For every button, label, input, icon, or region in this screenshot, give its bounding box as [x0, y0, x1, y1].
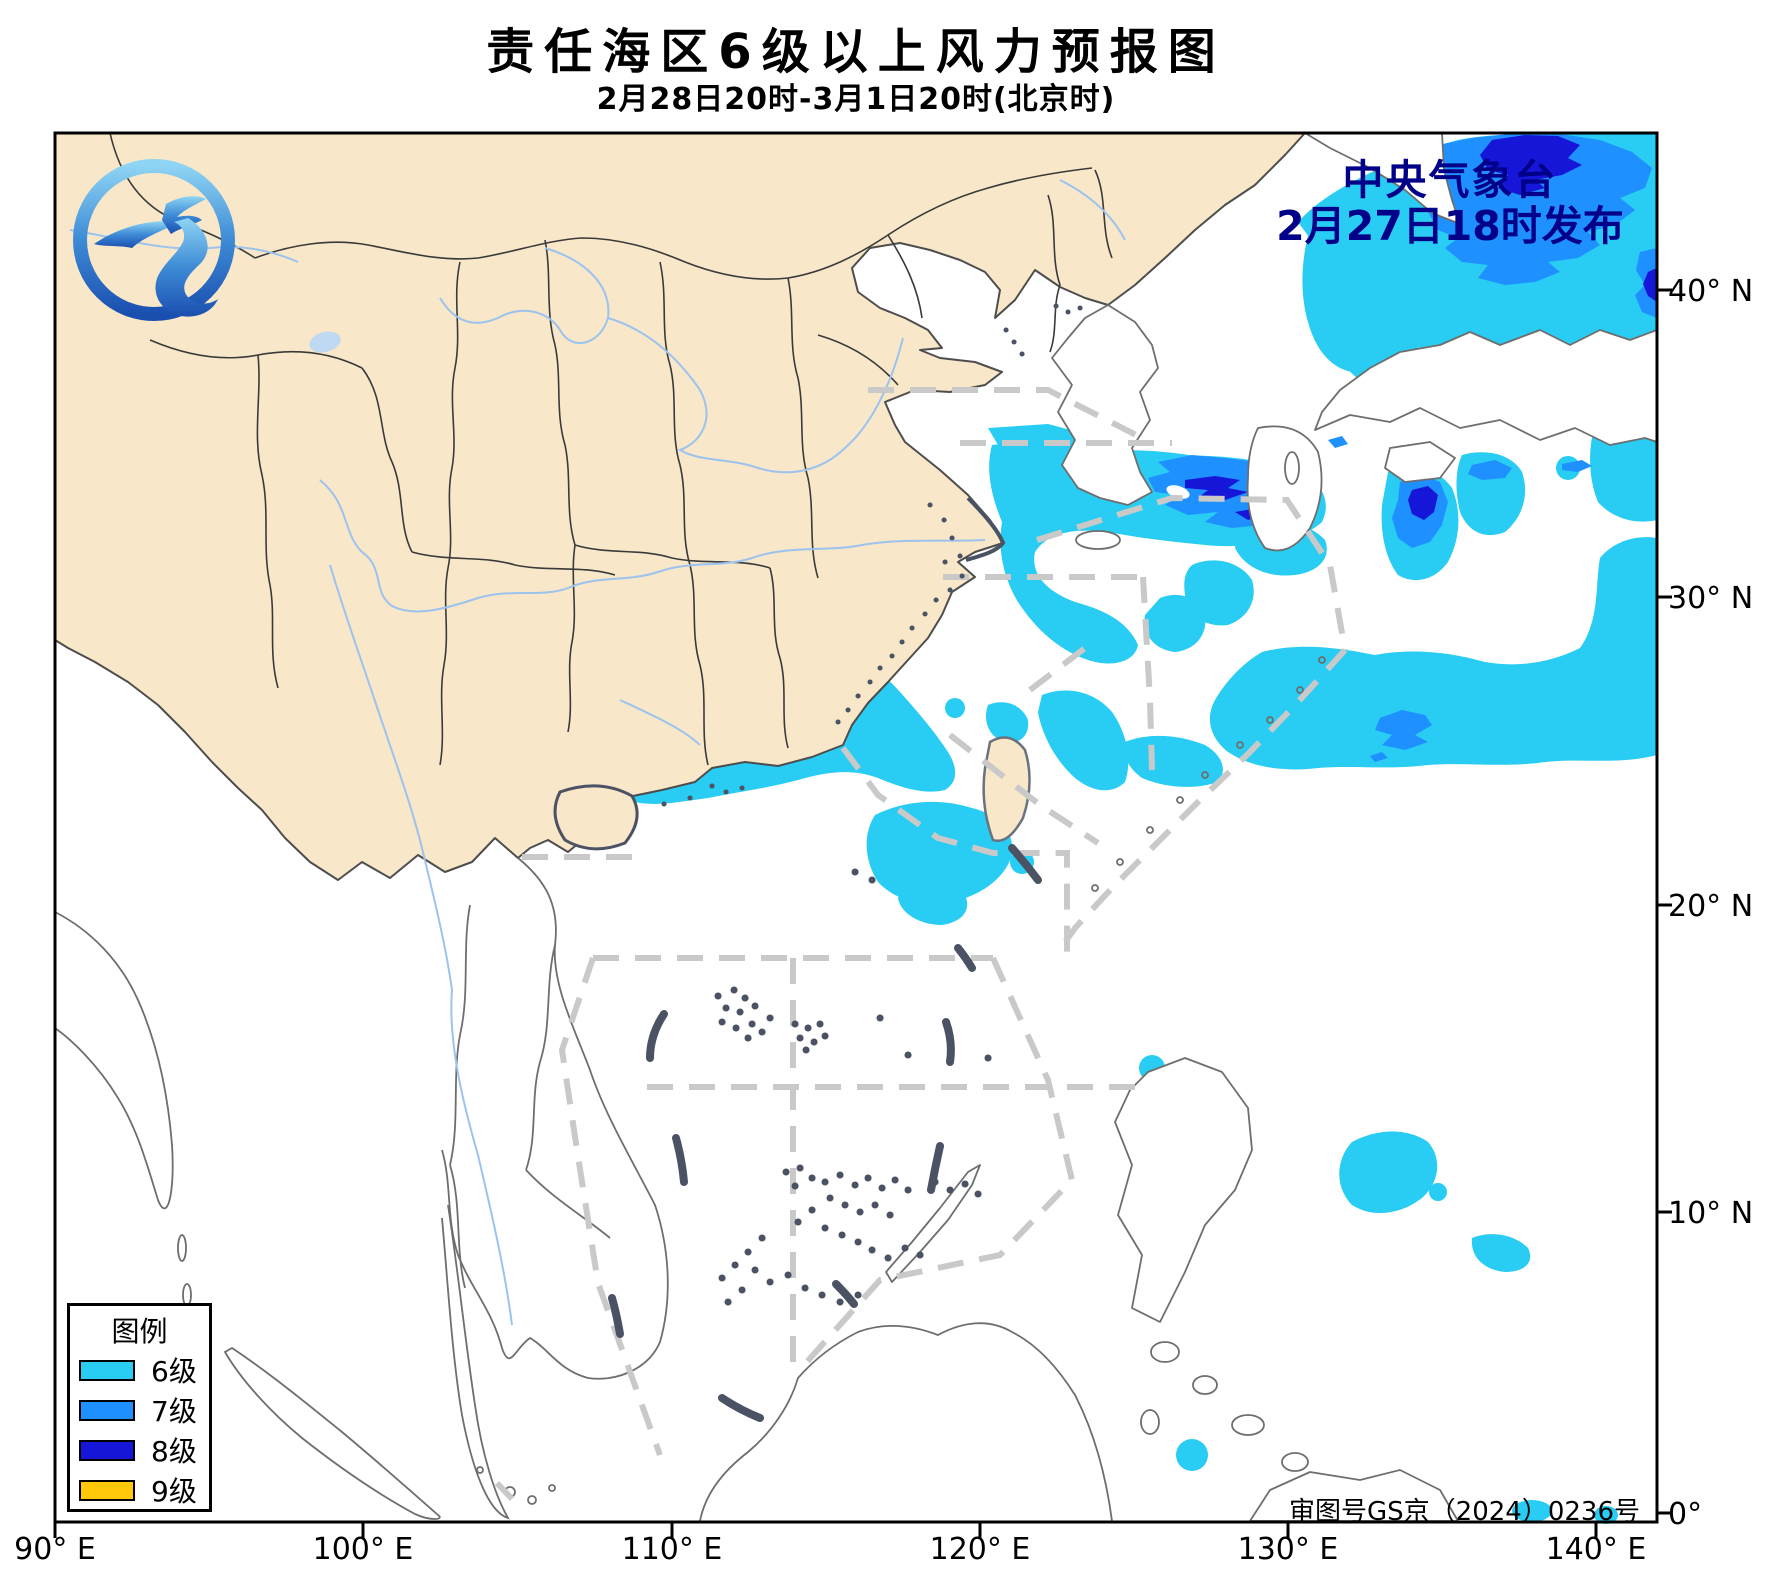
legend-item-force9: 9级 [79, 1470, 209, 1510]
lon-label-140e: 140° E [1545, 1532, 1647, 1567]
legend-title: 图例 [111, 1315, 168, 1348]
honshu-island [1314, 329, 1658, 446]
jeju-island [1075, 530, 1121, 550]
map-frame [53, 131, 1672, 1538]
force7-swatch [79, 1399, 135, 1421]
lat-label-40n: 40° N [1668, 274, 1754, 309]
page-title: 责任海区6级以上风力预报图 [486, 24, 1226, 80]
rivers [69, 179, 1126, 1326]
lon-label-90e: 90° E [14, 1532, 96, 1567]
force6-label: 6级 [151, 1355, 197, 1388]
kyushu-island [1246, 425, 1323, 552]
page-subtitle: 2月28日20时-3月1日20时(北京时) [596, 82, 1116, 117]
hainan-island [553, 784, 639, 851]
publish-time: 2月27日18时发布 [1276, 201, 1624, 250]
palawan-island [885, 1164, 981, 1283]
malay-peninsula-coast [441, 1204, 510, 1520]
vietnam-coast [441, 857, 669, 1380]
myanmar-coast [54, 911, 174, 1209]
foreign-land [885, 132, 1658, 1522]
island-groups [608, 303, 1083, 1422]
russia-coast [1304, 132, 1461, 225]
lon-label-100e: 100° E [312, 1532, 414, 1567]
legend-item-force6: 6级 [79, 1350, 209, 1390]
mainland-se-asia-coasts [54, 656, 1326, 1522]
province-borders [109, 132, 1113, 766]
lon-label-130e: 130° E [1237, 1532, 1339, 1567]
map-approval-number: 审图号GS京（2024）0236号 [1289, 1497, 1640, 1527]
publisher-block: 中央气象台 2月27日18时发布 [1230, 156, 1670, 250]
tsushima-island [1284, 451, 1300, 485]
lon-label-110e: 110° E [621, 1532, 723, 1567]
publisher-name: 中央气象台 [1342, 156, 1558, 204]
luzon-island [1114, 1057, 1253, 1323]
legend-item-force8: 8级 [79, 1430, 209, 1470]
legend-item-force7: 7级 [79, 1390, 209, 1430]
borneo-coast [699, 1322, 1113, 1522]
lat-label-0: 0° [1668, 1497, 1703, 1532]
cma-logo [73, 159, 235, 321]
mindanao-coast [1249, 1469, 1459, 1522]
coastal-islets [661, 303, 1083, 807]
lat-label-10n: 10° N [1668, 1196, 1754, 1231]
force6-swatch [79, 1359, 135, 1381]
indochina-borders [449, 904, 611, 1289]
qinghai-lake [309, 331, 341, 353]
taiwan-island [982, 736, 1031, 842]
force9-label: 9级 [151, 1475, 197, 1508]
sea-area-boundaries [494, 387, 1348, 1502]
korea-peninsula [1051, 304, 1159, 506]
lat-label-20n: 20° N [1668, 889, 1754, 924]
lat-label-30n: 30° N [1668, 581, 1754, 616]
force9-swatch [79, 1479, 135, 1501]
lon-label-120e: 120° E [929, 1532, 1031, 1567]
force7-label: 7级 [151, 1395, 197, 1428]
yangtze-mouth-coast [965, 496, 1006, 562]
latitude-ticks [1657, 288, 1672, 1515]
sumatra-coast [223, 1346, 441, 1520]
longitude-ticks [53, 1522, 1598, 1538]
paracel-spratly-islets [714, 868, 992, 1306]
china-landmass [54, 132, 1306, 881]
force8-label: 8级 [151, 1435, 197, 1468]
force8-swatch [79, 1439, 135, 1461]
nine-dash-segments [608, 844, 1042, 1422]
shikoku-island [1384, 441, 1456, 483]
legend-box: 图例 6级 7级 8级 9级 [67, 1303, 212, 1512]
